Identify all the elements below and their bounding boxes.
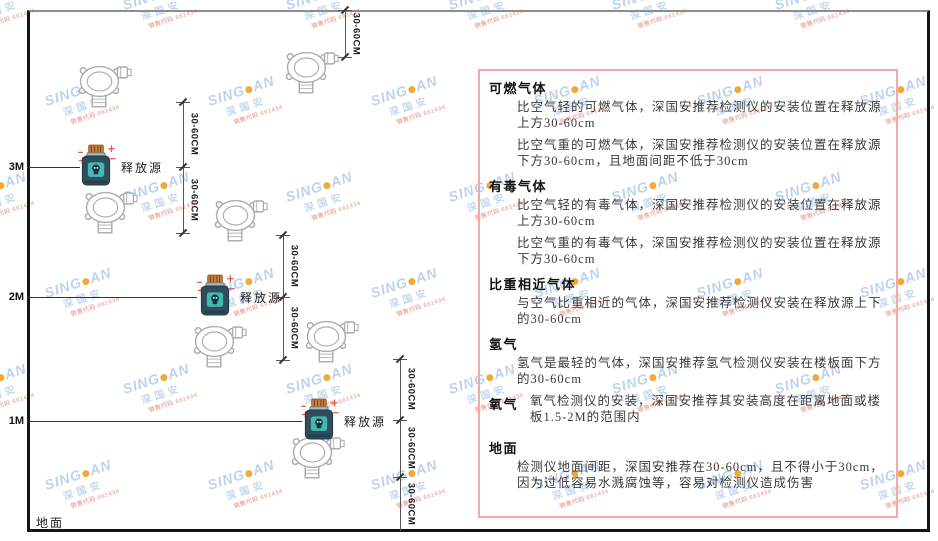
height-label-3m: 3M [8,161,24,173]
section-oxygen: 氧气 氧气检测仪的安装，深国安推荐其安装高度在距离地面或楼板1.5-2M的范围内 [489,394,886,432]
dim-label: 30-60CM [405,367,417,411]
dim-line-1m-group [400,359,401,531]
gas-detector-glyph [78,65,132,108]
section-hydrogen: 氢气 氢气是最轻的气体，深国安推荐氢气检测仪安装在楼板面下方的30-60cm [489,334,886,387]
section-paragraph: 比空气重的有毒气体，深国安推荐检测仪的安装位置在释放源下方30-60cm [517,236,882,266]
section-paragraph: 比空气重的可燃气体，深国安推荐检测仪的安装位置在释放源下方30-60cm，且地面… [517,138,882,168]
section-paragraph: 氢气是最轻的气体，深国安推荐氢气检测仪安装在楼板面下方的30-60cm [517,356,882,386]
release-source-icon [76,144,116,188]
gas-detector-glyph [193,325,247,368]
gas-detector-icon [283,48,339,96]
ground-label: 地面 [36,516,65,530]
gas-detector-glyph [305,320,359,363]
section-heading: 氧气 [489,397,519,412]
section-heading: 地面 [489,441,519,456]
gas-detector-icon [82,188,138,236]
release-source-label: 释放源 [121,161,164,175]
release-source-glyph [78,144,116,186]
release-source-glyph [301,398,339,440]
release-source-icon [299,398,339,442]
height-label-1m: 1M [8,415,24,427]
logo-dot-icon [0,180,6,190]
height-line-3m [27,167,80,168]
section-ground: 地面 检测仪地面间距，深国安推荐在30-60cm，且不得小于30cm，因为过低容… [489,438,886,491]
height-line-1m [27,421,302,422]
section-paragraph: 比空气轻的有毒气体，深国安推荐检测仪的安装位置在释放源上方30-60cm [517,198,882,228]
dim-label: 30-60CM [188,112,200,156]
info-panel: 可燃气体 比空气轻的可燃气体，深国安推荐检测仪的安装位置在释放源上方30-60c… [478,69,898,518]
section-toxic: 有毒气体 比空气轻的有毒气体，深国安推荐检测仪的安装位置在释放源上方30-60c… [489,176,886,267]
gas-detector-icon [191,322,247,370]
height-label-2m: 2M [8,291,24,303]
release-source-label: 释放源 [344,415,387,429]
dim-label: 30-60CM [188,178,200,222]
section-paragraph: 氧气检测仪的安装，深国安推荐其安装高度在距离地面或楼板1.5-2M的范围内 [530,394,882,424]
dim-label: 30-60CM [350,12,362,56]
section-combustible: 可燃气体 比空气轻的可燃气体，深国安推荐检测仪的安装位置在释放源上方30-60c… [489,78,886,169]
gas-detector-glyph [214,199,268,242]
dim-line-ceiling [345,10,346,57]
dim-label: 30-60CM [405,426,417,470]
section-heading: 比重相近气体 [489,277,577,292]
logo-dot-icon [0,372,6,382]
gas-detector-icon [303,317,359,365]
height-line-2m [27,297,197,298]
section-paragraph: 与空气比重相近的气体，深国安推荐检测仪安装在释放源上下的30-60cm [517,296,882,326]
section-similar-density: 比重相近气体 与空气比重相近的气体，深国安推荐检测仪安装在释放源上下的30-60… [489,274,886,327]
release-source-label: 释放源 [240,291,283,305]
dim-label: 30-60CM [288,244,300,288]
section-paragraph: 检测仪地面间距，深国安推荐在30-60cm，且不得小于30cm，因为过低容易水溅… [517,460,884,490]
section-heading: 有毒气体 [489,179,548,194]
room-frame [27,10,930,532]
release-source-glyph [197,274,235,316]
gas-detector-icon [212,196,268,244]
gas-detector-icon [76,62,132,110]
section-heading: 可燃气体 [489,81,548,96]
section-paragraph: 比空气轻的可燃气体，深国安推荐检测仪的安装位置在释放源上方30-60cm [517,100,882,130]
dim-label: 30-60CM [405,482,417,526]
gas-detector-glyph [285,51,339,94]
section-heading: 氢气 [489,337,519,352]
dim-label: 30-60CM [288,306,300,350]
release-source-icon [195,274,235,318]
gas-detector-glyph [84,191,138,234]
